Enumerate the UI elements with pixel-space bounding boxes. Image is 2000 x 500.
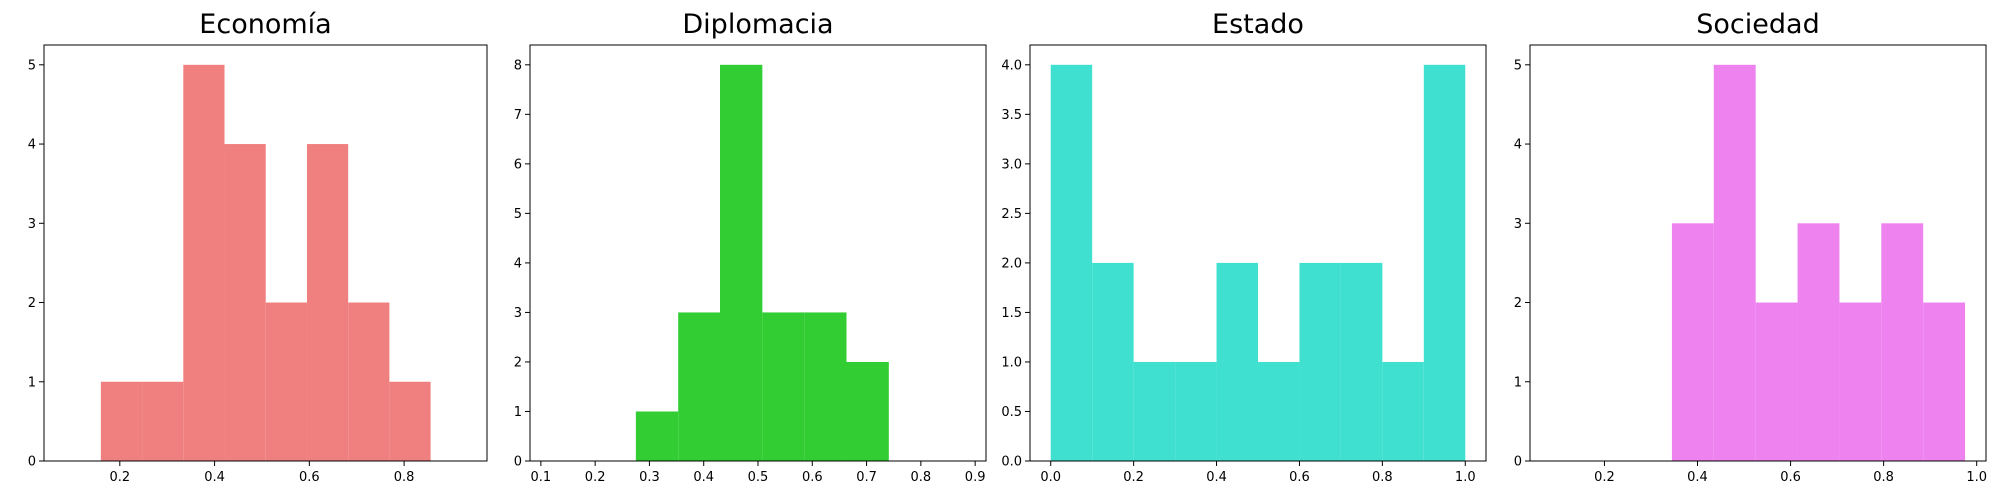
y-tick-label: 5 <box>514 207 522 222</box>
histogram-bar <box>183 64 225 462</box>
x-tick-label: 0.4 <box>204 470 225 485</box>
y-tick-label: 4 <box>1514 138 1522 153</box>
y-tick-label: 2.0 <box>1001 256 1022 271</box>
panel-economia: Economía 0.2 0.4 0.6 0.8 0 1 2 3 4 5 <box>28 9 488 485</box>
y-tick-label: 1 <box>1514 375 1522 390</box>
panel-estado: Estado 0.0 0.2 0.4 0.6 0.8 1.0 0.0 0.5 1.0 1.5 2.0… <box>1001 9 1487 485</box>
histogram-bar <box>762 312 805 461</box>
histogram-bar <box>1713 64 1756 462</box>
x-tick-label: 0.8 <box>1873 470 1894 485</box>
histogram-bar <box>306 144 349 462</box>
x-tick-label: 1.0 <box>1455 470 1476 485</box>
y-tick-label: 5 <box>1514 58 1522 73</box>
x-tick-label: 0.7 <box>856 470 877 485</box>
histogram-bar <box>678 312 720 461</box>
x-tick-label: 0.2 <box>1123 470 1144 485</box>
panel-sociedad: Sociedad 0.2 0.4 0.6 0.8 1.0 0 1 2 3 4 5 <box>1514 9 1987 485</box>
x-tick-label: 0.1 <box>531 470 552 485</box>
histogram-bar <box>348 302 390 461</box>
y-tick-label: 0.0 <box>1001 455 1022 470</box>
histogram-bar <box>720 64 763 462</box>
x-tick-label: 0.0 <box>1040 470 1061 485</box>
histogram-bar <box>1423 64 1466 462</box>
x-tick-label: 0.6 <box>1780 470 1801 485</box>
histogram-bar <box>1092 262 1134 461</box>
x-tick-label: 0.4 <box>693 470 714 485</box>
y-tick-label: 0 <box>514 455 522 470</box>
histogram-bar <box>1299 262 1341 461</box>
histogram-bar <box>142 381 184 461</box>
histogram-bar <box>1382 361 1424 461</box>
x-tick-label: 0.2 <box>1594 470 1615 485</box>
x-tick-label: 0.2 <box>585 470 606 485</box>
histogram-bar <box>1133 361 1176 461</box>
x-tick-label: 0.9 <box>965 470 986 485</box>
x-tick-label: 0.8 <box>1372 470 1393 485</box>
histogram-bar <box>804 312 847 461</box>
axes-frame <box>1529 44 1987 462</box>
histogram-bar <box>1839 302 1882 461</box>
axes-frame <box>1029 44 1487 462</box>
histogram-bar <box>1755 302 1798 461</box>
histogram-bar <box>1050 64 1093 462</box>
y-tick-label: 2 <box>1514 296 1522 311</box>
y-tick-label: 5 <box>28 58 36 73</box>
y-tick-label: 0 <box>28 455 36 470</box>
histogram-bar <box>1881 223 1924 461</box>
histogram-bar <box>635 411 679 461</box>
x-tick-label: 0.8 <box>911 470 932 485</box>
histogram-bar <box>224 144 266 462</box>
y-tick-label: 2.5 <box>1001 207 1022 222</box>
histogram-bar <box>1797 223 1840 461</box>
y-tick-label: 1.5 <box>1001 306 1022 321</box>
x-tick-label: 0.4 <box>1687 470 1708 485</box>
y-tick-label: 3.5 <box>1001 108 1022 123</box>
panel-diplomacia: Diplomacia 0.1 0.2 0.3 0.4 0.5 0.6 0.7 0.8 0.9 0 1… <box>514 9 987 485</box>
x-tick-label: 0.6 <box>1289 470 1310 485</box>
histogram-bar <box>389 381 431 461</box>
x-tick-label: 0.8 <box>394 470 415 485</box>
y-tick-label: 2 <box>28 296 36 311</box>
y-tick-label: 3.0 <box>1001 157 1022 172</box>
panel-title: Diplomacia <box>682 9 833 40</box>
panel-title: Sociedad <box>1696 9 1819 40</box>
histogram-bar <box>1175 361 1217 461</box>
histogram-bar <box>1671 223 1714 461</box>
panel-title: Economía <box>199 9 331 40</box>
histogram-bar <box>846 361 889 461</box>
histogram-bar <box>1923 302 1966 461</box>
y-tick-label: 4.0 <box>1001 58 1022 73</box>
axes-frame <box>43 44 488 462</box>
y-tick-label: 3 <box>28 217 36 232</box>
y-tick-label: 0.5 <box>1001 405 1022 420</box>
y-tick-label: 4 <box>514 256 522 271</box>
x-tick-label: 0.3 <box>639 470 660 485</box>
x-tick-label: 1.0 <box>1966 470 1987 485</box>
panel-title: Estado <box>1212 9 1304 40</box>
y-tick-label: 1 <box>28 375 36 390</box>
y-tick-label: 2 <box>514 355 522 370</box>
histogram-bar <box>1340 262 1383 461</box>
histogram-bar <box>265 302 307 461</box>
y-tick-label: 6 <box>514 157 522 172</box>
y-tick-label: 3 <box>1514 217 1522 232</box>
y-tick-label: 7 <box>514 108 522 123</box>
x-tick-label: 0.6 <box>299 470 320 485</box>
x-tick-label: 0.6 <box>802 470 823 485</box>
y-tick-label: 3 <box>514 306 522 321</box>
y-tick-label: 8 <box>514 58 522 73</box>
y-tick-label: 1 <box>514 405 522 420</box>
y-tick-label: 0 <box>1514 455 1522 470</box>
y-tick-label: 4 <box>28 138 36 153</box>
histogram-bar <box>1258 361 1300 461</box>
y-tick-label: 1.0 <box>1001 355 1022 370</box>
histogram-bar <box>100 381 143 461</box>
x-tick-label: 0.5 <box>748 470 769 485</box>
x-tick-label: 0.2 <box>109 470 130 485</box>
x-tick-label: 0.4 <box>1206 470 1227 485</box>
histogram-bar <box>1216 262 1258 461</box>
